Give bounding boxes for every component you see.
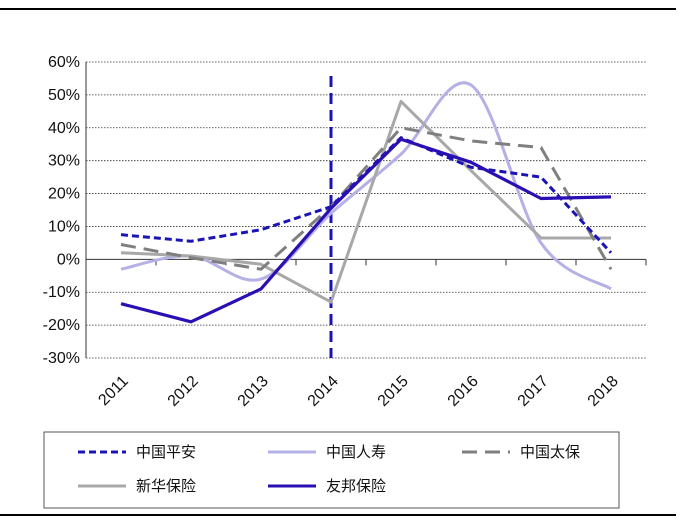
x-tick-label: 2016 [445, 373, 482, 410]
axes [85, 62, 647, 358]
top-frame-rule [0, 8, 676, 10]
y-tick-label: -30% [43, 350, 80, 367]
x-tick-label: 2017 [515, 373, 552, 410]
bottom-frame-rule [0, 514, 676, 516]
series-line-taibao [120, 126, 613, 271]
legend-label-youbang: 友邦保险 [326, 477, 386, 495]
x-tick-label: 2018 [585, 373, 622, 410]
series-line-xinhua [120, 99, 611, 304]
x-tick-label: 2014 [305, 373, 342, 410]
series-line-renshou [120, 81, 612, 291]
series-lines [120, 81, 613, 324]
y-tick-label: 20% [48, 186, 80, 203]
y-tick-label: -20% [43, 317, 80, 334]
x-tick-label: 2011 [95, 373, 131, 409]
y-tick-label: 40% [48, 120, 80, 137]
legend-label-xinhua: 新华保险 [136, 477, 196, 495]
x-axis-tick-labels: 2011 2012 2013 2014 2015 2016 2017 2018 [95, 373, 621, 410]
legend-label-renshou: 中国人寿 [326, 443, 386, 461]
x-tick-label: 2015 [375, 373, 412, 410]
y-tick-label: 0% [57, 251, 80, 268]
y-axis-tick-labels: 60% 50% 40% 30% 20% 10% 0% -10% -20% -30% [43, 54, 80, 367]
legend-label-taibao: 中国太保 [520, 443, 580, 461]
series-line-youbang [120, 137, 612, 324]
y-tick-label: 10% [48, 218, 80, 235]
x-tick-label: 2012 [165, 373, 202, 410]
x-tick-label: 2013 [235, 373, 272, 410]
y-tick-label: 60% [48, 54, 80, 71]
y-tick-label: 50% [48, 87, 80, 104]
y-tick-label: 30% [48, 153, 80, 170]
legend-label-pingan: 中国平安 [136, 443, 196, 461]
grid-lines [86, 61, 646, 359]
y-tick-label: -10% [43, 284, 80, 301]
legend-box [43, 431, 620, 509]
